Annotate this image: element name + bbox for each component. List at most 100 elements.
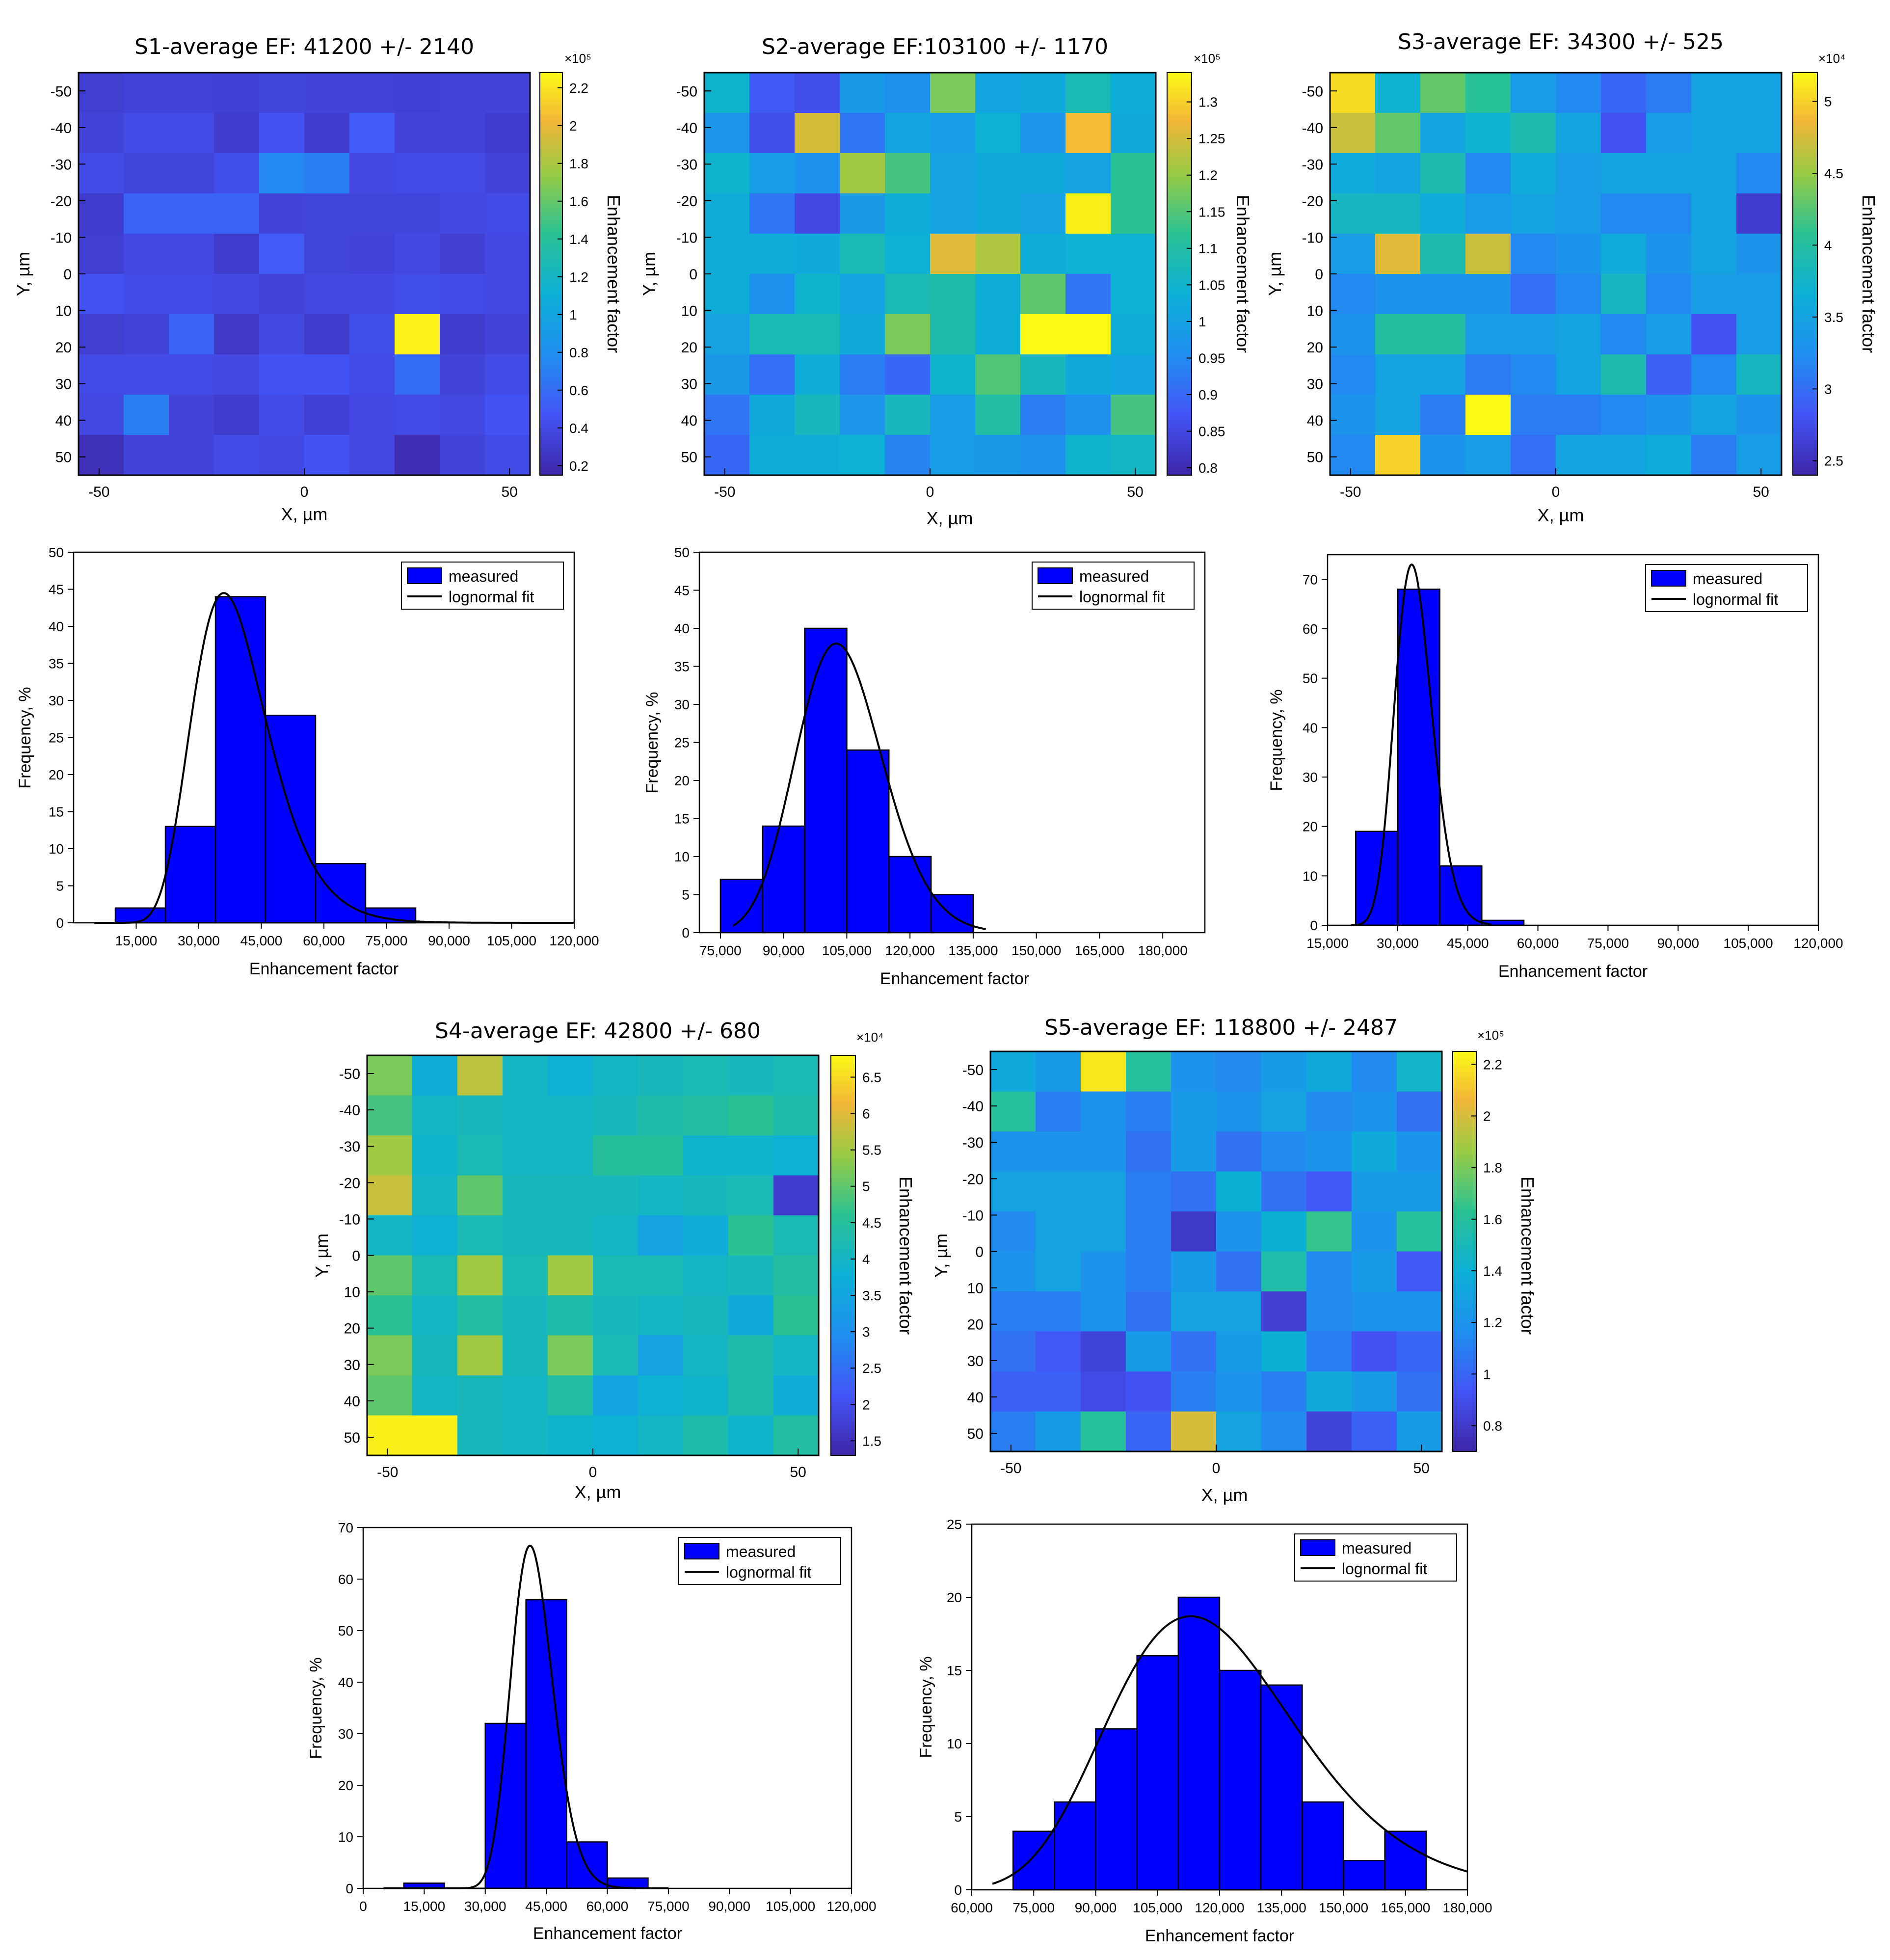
histogram-bar bbox=[1397, 589, 1440, 926]
heatmap-cell bbox=[1020, 274, 1066, 315]
y-tick-label: 20 bbox=[674, 773, 690, 788]
x-tick-label: 90,000 bbox=[1657, 936, 1699, 951]
heatmap-cell bbox=[638, 1175, 684, 1216]
heatmap-cell bbox=[1216, 1131, 1262, 1172]
x-tick-label: -50 bbox=[1340, 484, 1361, 500]
x-axis-label: X, µm bbox=[1201, 1485, 1248, 1505]
heatmap-cell bbox=[1601, 113, 1647, 154]
colorbar-tick-label: 1.1 bbox=[1198, 241, 1218, 256]
heatmap-cell bbox=[259, 193, 305, 234]
heatmap-cell bbox=[1397, 1291, 1442, 1332]
heatmap-cell bbox=[214, 314, 260, 355]
heatmap-cell bbox=[457, 1135, 503, 1176]
heatmap-cell bbox=[683, 1095, 729, 1136]
heatmap-cell bbox=[1081, 1331, 1126, 1372]
y-axis-label: Frequency, % bbox=[1267, 689, 1286, 791]
x-tick-label: 75,000 bbox=[699, 943, 742, 958]
heatmap-cell bbox=[1375, 234, 1421, 274]
chart-title: S3-average EF: 34300 +/- 525 bbox=[1398, 29, 1724, 54]
heatmap-cell bbox=[1216, 1091, 1262, 1132]
heatmap-cell bbox=[1036, 1171, 1081, 1212]
heatmap-cell bbox=[728, 1135, 774, 1176]
heatmap-cell bbox=[169, 193, 214, 234]
heatmap-cell bbox=[1126, 1331, 1171, 1372]
heatmap-cell bbox=[728, 1055, 774, 1096]
heatmap-cell bbox=[395, 354, 440, 395]
x-tick-label: 150,000 bbox=[1319, 1900, 1368, 1915]
y-tick-label: -30 bbox=[339, 1139, 360, 1155]
heatmap-cell bbox=[1601, 314, 1647, 355]
colorbar-label: Enhancement factor bbox=[1233, 195, 1253, 353]
heatmap-cell bbox=[1736, 193, 1782, 234]
y-tick-label: 0 bbox=[56, 915, 64, 931]
heatmap-cell bbox=[1081, 1131, 1126, 1172]
heatmap-cell bbox=[548, 1175, 593, 1216]
heatmap-cell bbox=[1330, 314, 1376, 355]
x-tick-label: 0 bbox=[300, 484, 309, 500]
y-tick-label: -50 bbox=[962, 1062, 984, 1078]
colorbar-tick-label: 0.9 bbox=[1198, 387, 1218, 403]
heatmap-cell bbox=[503, 1255, 548, 1296]
heatmap-cell bbox=[1020, 153, 1066, 194]
heatmap-cell bbox=[124, 73, 169, 113]
y-axis-label: Y, µm bbox=[312, 1234, 332, 1278]
heatmap-cell bbox=[548, 1375, 593, 1416]
colorbar-tick-label: 6.5 bbox=[862, 1070, 881, 1085]
heatmap-cell bbox=[885, 113, 931, 154]
heatmap-cell bbox=[1736, 113, 1782, 154]
heatmap-cell bbox=[990, 1051, 1036, 1092]
heatmap-cell bbox=[1556, 153, 1601, 194]
heatmap-cell bbox=[1261, 1131, 1307, 1172]
heatmap-cell bbox=[1601, 153, 1647, 194]
heatmap-cell bbox=[930, 193, 976, 234]
heatmap-cell bbox=[1036, 1051, 1081, 1092]
heatmap-cell bbox=[1261, 1051, 1307, 1092]
heatmap-cell bbox=[367, 1295, 413, 1336]
heatmap-cell bbox=[728, 1215, 774, 1256]
y-tick-label: -40 bbox=[339, 1102, 360, 1119]
heatmap-cell bbox=[1420, 113, 1466, 154]
y-tick-label: 60 bbox=[338, 1572, 353, 1587]
y-tick-label: 50 bbox=[674, 545, 690, 560]
y-tick-label: 45 bbox=[49, 582, 64, 597]
heatmap-cell bbox=[975, 354, 1021, 395]
heatmap-cell bbox=[1511, 153, 1556, 194]
heatmap-cell bbox=[840, 435, 885, 476]
colorbar bbox=[1792, 72, 1818, 476]
heatmap-cell bbox=[1646, 395, 1692, 435]
heatmap-cell bbox=[1465, 354, 1511, 395]
heatmap-cell bbox=[885, 73, 931, 113]
heatmap-cell bbox=[1065, 395, 1111, 435]
heatmap-s2: S2-average EF:103100 +/- 1170 -50 -40 -30 -… bbox=[639, 34, 1253, 528]
heatmap-cell bbox=[548, 1135, 593, 1176]
heatmap-cell bbox=[1065, 274, 1111, 315]
heatmap-cell bbox=[1171, 1411, 1217, 1452]
heatmap-cell bbox=[214, 73, 260, 113]
heatmap-cell bbox=[1111, 435, 1156, 476]
heatmap-cell bbox=[1511, 354, 1556, 395]
heatmap-cell bbox=[1601, 234, 1647, 274]
x-tick-label: 15,000 bbox=[403, 1899, 446, 1914]
x-tick-label: 90,000 bbox=[428, 933, 470, 948]
heatmap-cell bbox=[728, 1255, 774, 1296]
colorbar-exponent: ×10⁴ bbox=[1818, 51, 1845, 66]
y-tick-label: 50 bbox=[338, 1623, 353, 1638]
heatmap-cell bbox=[593, 1295, 639, 1336]
heatmap-cell bbox=[304, 113, 350, 154]
heatmap-cell bbox=[1736, 274, 1782, 315]
heatmap-cell bbox=[840, 73, 885, 113]
heatmap-cell bbox=[638, 1255, 684, 1296]
colorbar-tick-label: 1.25 bbox=[1198, 131, 1225, 146]
y-tick-label: 15 bbox=[674, 811, 690, 827]
heatmap-cell bbox=[1646, 314, 1692, 355]
x-tick-label: 180,000 bbox=[1138, 943, 1188, 958]
heatmap-cell bbox=[1736, 435, 1782, 476]
heatmap-cell bbox=[304, 193, 350, 234]
legend-swatch-measured bbox=[684, 1543, 719, 1559]
histogram-bar bbox=[1219, 1669, 1262, 1891]
y-tick-label: 30 bbox=[674, 697, 690, 712]
x-tick-label: 60,000 bbox=[951, 1900, 993, 1915]
colorbar-tick-label: 4.5 bbox=[862, 1215, 881, 1231]
heatmap-cell bbox=[1111, 113, 1156, 154]
heatmap-cell bbox=[795, 395, 840, 435]
